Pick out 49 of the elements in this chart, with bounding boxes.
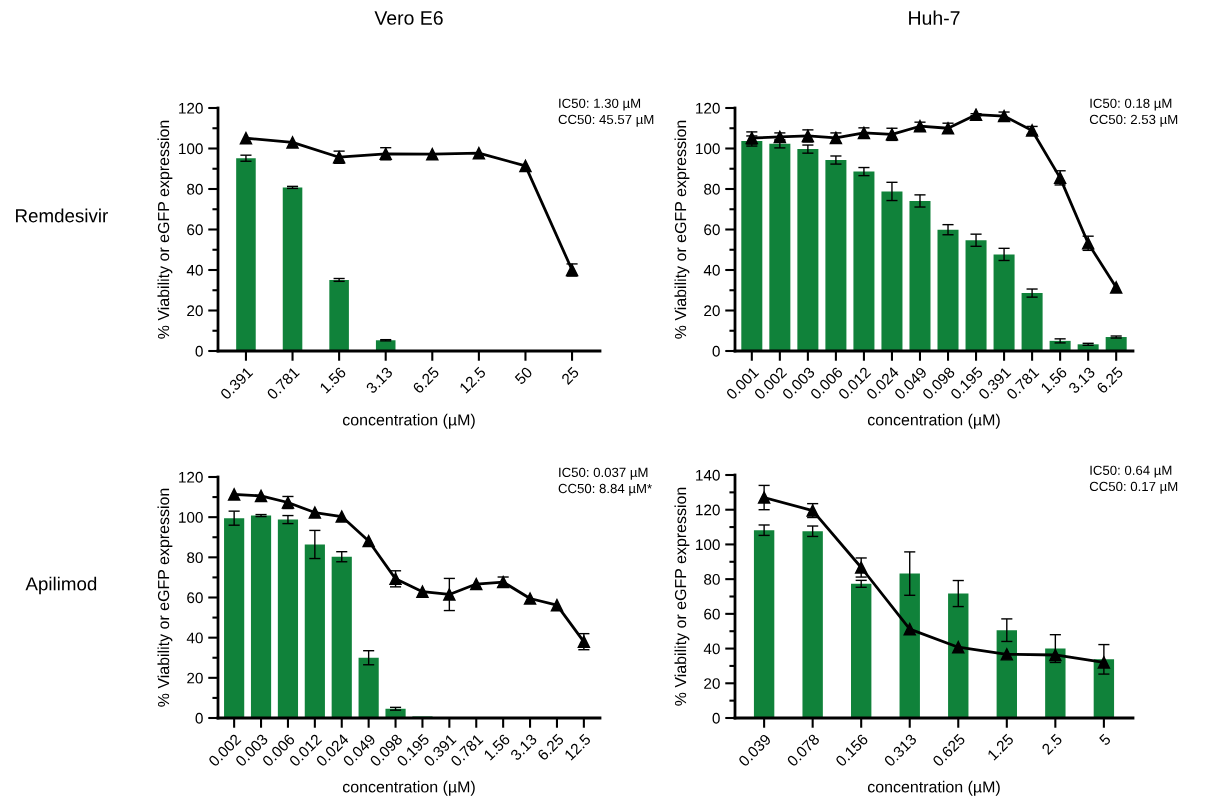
y-axis-title: % Viability or eGFP expression [157,120,173,339]
y-tick-label: 20 [704,305,720,317]
y-tick-label: 120 [179,471,203,483]
y-tick-label: 100 [696,143,720,155]
y-tick-label: 40 [703,264,720,276]
annotation: IC50: 0.64 µM CC50: 0.17 µM [1089,465,1178,494]
y-tick-label: 80 [704,183,720,195]
y-tick-label: 40 [186,632,203,644]
y-axis-title: % Viability or eGFP expression [157,488,173,707]
chart-title: Vero E6 [374,11,443,25]
y-tick-label: 20 [704,678,720,689]
x-tick-label: 5 [1098,733,1112,747]
x-tick-label: 25 [560,366,580,385]
annotation: IC50: 0.18 µM CC50: 2.53 µM [1089,98,1178,127]
x-axis-title: concentration (µM) [867,413,1000,429]
y-tick-label: 120 [696,102,720,114]
y-tick-label: 0 [712,345,720,357]
text: Apilimod [25,576,97,595]
y-tick-label: 80 [704,574,720,585]
x-axis-title: concentration (µM) [867,780,1000,796]
text: Remdesivir [16,208,108,223]
x-tick-label: 50 [514,366,533,386]
y-tick-label: 120 [696,504,720,516]
x-axis-title: concentration (µM) [342,780,475,796]
y-tick-label: 0 [195,345,203,357]
x-tick-label: 2.5 [1041,733,1063,755]
y-tick-label: 120 [179,102,203,114]
y-axis-title: % Viability or eGFP expression [674,120,690,339]
y-tick-label: 20 [187,672,203,684]
y-axis-title: % Viability or eGFP expression [674,487,690,706]
y-tick-label: 20 [187,305,203,317]
y-tick-label: 40 [703,643,720,655]
x-axis-title: concentration (µM) [342,413,475,429]
y-tick-label: 60 [704,608,720,620]
y-tick-label: 80 [187,552,203,564]
annotation: IC50: 0.037 µM CC50: 8.84 µM* [558,467,652,496]
y-tick-label: 100 [696,539,720,551]
y-tick-label: 100 [179,512,203,523]
y-tick-label: 0 [195,712,203,724]
y-tick-label: 60 [187,592,203,604]
y-tick-label: 140 [696,469,720,481]
chart-title: Huh-7 [909,10,960,25]
y-tick-label: 100 [179,143,203,155]
y-tick-label: 60 [704,224,720,236]
y-tick-label: 80 [187,183,203,195]
y-tick-label: 0 [712,712,720,724]
y-tick-label: 60 [187,224,203,236]
annotation: IC50: 1.30 µM CC50: 45.57 µM [558,98,654,127]
y-tick-label: 40 [186,264,203,276]
